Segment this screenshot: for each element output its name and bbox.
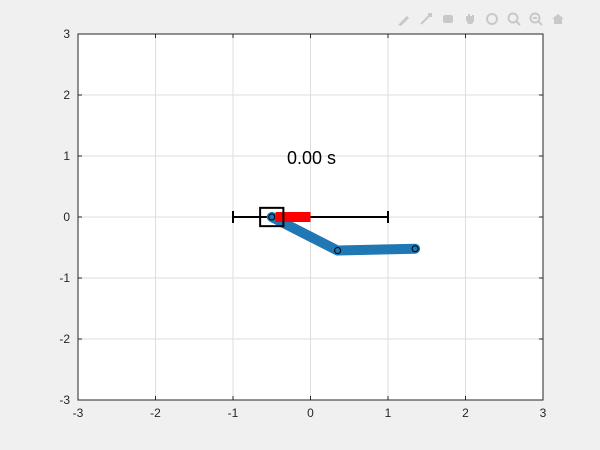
home-button[interactable] — [548, 9, 568, 29]
brush-button[interactable] — [438, 9, 458, 29]
zoom-in-icon — [507, 12, 521, 26]
zoom-in-button[interactable] — [504, 9, 524, 29]
time-label: 0.00 s — [287, 148, 336, 168]
pan-icon — [466, 14, 474, 24]
y-tick-label: -3 — [59, 393, 70, 407]
y-tick-label: -2 — [59, 332, 70, 346]
x-tick-label: 3 — [540, 406, 547, 420]
rotate-icon — [486, 13, 498, 25]
axes-toolbar — [394, 8, 568, 30]
x-tick-labels: -3 -2 -1 0 1 2 3 — [73, 406, 547, 420]
joint-marker — [334, 247, 342, 255]
y-tick-label: 0 — [63, 210, 70, 224]
pendulum-link — [332, 243, 421, 256]
data-cursor-button[interactable] — [416, 9, 436, 29]
data-cursor-icon — [420, 13, 432, 25]
brush-icon — [443, 15, 453, 23]
x-tick-label: -1 — [228, 406, 239, 420]
zoom-out-icon — [529, 12, 543, 26]
edit-plot-icon — [398, 16, 409, 26]
pendulum-scene — [232, 206, 421, 256]
x-tick-label: 1 — [385, 406, 392, 420]
home-icon — [552, 14, 564, 24]
pan-button[interactable] — [460, 9, 480, 29]
x-tick-label: -3 — [73, 406, 84, 420]
x-tick-label: 0 — [307, 406, 314, 420]
joint-marker — [268, 213, 276, 221]
x-tick-label: 2 — [462, 406, 469, 420]
y-tick-label: 1 — [63, 149, 70, 163]
joint-marker — [411, 245, 419, 253]
y-tick-label: 3 — [63, 27, 70, 41]
x-tick-label: -2 — [150, 406, 161, 420]
y-tick-labels: 3 2 1 0 -1 -2 -3 — [59, 27, 70, 407]
axes-box — [77, 33, 544, 401]
y-tick-label: 2 — [63, 88, 70, 102]
edit-plot-button[interactable] — [394, 9, 414, 29]
y-tick-label: -1 — [59, 271, 70, 285]
cart-box — [259, 206, 285, 228]
zoom-out-button[interactable] — [526, 9, 546, 29]
rotate-button[interactable] — [482, 9, 502, 29]
